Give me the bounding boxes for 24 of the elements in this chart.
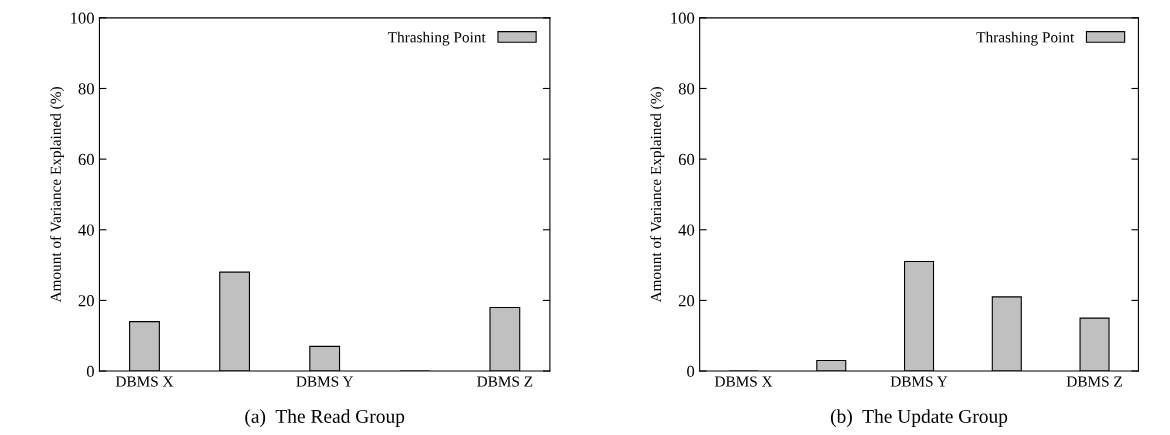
x-tick-label: DBMS Y	[296, 376, 354, 387]
y-tick-label: 40	[78, 224, 94, 236]
x-tick-label: DBMS X	[714, 376, 773, 387]
y-tick-label: 100	[671, 12, 695, 24]
y-tick-label: 20	[78, 295, 94, 307]
legend-label: Thrashing Point	[976, 31, 1075, 46]
legend-label: Thrashing Point	[387, 31, 486, 46]
y-tick-label: 0	[86, 365, 94, 377]
y-tick-label: 60	[678, 153, 695, 166]
x-tick-label: DBMS Y	[890, 376, 948, 387]
y-tick-label: 40	[678, 224, 695, 236]
y-tick-label: 80	[678, 83, 695, 95]
x-tick-label: DBMS Z	[1066, 376, 1122, 387]
text: (b) The Update Group	[830, 409, 1008, 427]
y-tick-label: 100	[71, 12, 94, 24]
y-tick-label: 60	[78, 153, 94, 166]
y-tick-label: 0	[687, 365, 695, 377]
y-tick-label: 80	[78, 83, 94, 95]
x-tick-label: DBMS Z	[477, 376, 533, 387]
x-tick-label: DBMS X	[115, 376, 174, 387]
y-axis-title: Amount of Variance Explained (%)	[650, 87, 665, 303]
text: (a) The Read Group	[245, 409, 405, 427]
y-axis-title: Amount of Variance Explained (%)	[50, 87, 65, 303]
y-tick-label: 20	[678, 295, 695, 307]
